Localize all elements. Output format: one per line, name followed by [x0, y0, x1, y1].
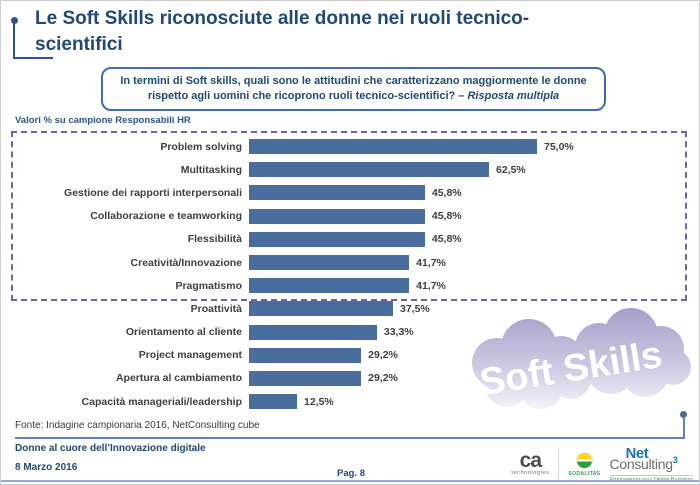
title-bullet-dot [11, 17, 18, 24]
bar-value-label: 29,2% [368, 372, 398, 385]
bar-value-label: 29,2% [368, 349, 398, 362]
footer-rule-vertical [683, 418, 685, 439]
bar [249, 139, 537, 155]
top-skills-highlight-box [11, 131, 687, 301]
bar-category-label: Apertura al cambiamento [115, 372, 242, 385]
bar-category-label: Pragmatismo [175, 279, 242, 292]
partner-logos: ca technologies SODALITAS Net Consulting… [511, 445, 693, 483]
bar-row: Proattività 37,5% [15, 297, 683, 320]
soft-skills-cloud-watermark: Soft Skills [472, 308, 691, 409]
sodalitas-logo: SODALITAS [568, 451, 601, 477]
survey-question-line2: rispetto agli uomini che ricoprono ruoli… [147, 90, 560, 102]
bar [249, 301, 393, 317]
bar-category-label: Collaborazione e teamworking [90, 210, 242, 223]
bar-track: 41,7% [249, 255, 683, 271]
netconsulting-consulting-text: Consulting [609, 456, 673, 472]
bar-row: Collaborazione e teamworking 45,8% [15, 205, 683, 228]
bar-category-label: Multitasking [180, 163, 242, 176]
bar-value-label: 37,5% [400, 302, 430, 315]
slide-bottom-rule [1, 480, 699, 482]
survey-question-line1: In termini di Soft skills, quali sono le… [120, 75, 587, 87]
bar-value-label: 41,7% [416, 256, 446, 269]
bar-track: 75,0% [249, 139, 683, 155]
footer-rule-horizontal [15, 437, 685, 439]
ca-logo-text: ca [519, 449, 542, 472]
source-note: Fonte: Indagine campionaria 2016, NetCon… [15, 420, 260, 431]
bar-value-label: 12,5% [304, 395, 334, 408]
bar [249, 255, 410, 271]
title-bracket-line-vertical [13, 22, 15, 58]
bar-category-label: Project management [138, 349, 242, 362]
sodalitas-icon [575, 451, 593, 469]
page-number: Pag. 8 [337, 468, 365, 479]
page-title: Le Soft Skills riconosciute alle donne n… [35, 6, 675, 58]
bar-track: 12,5% [249, 394, 683, 410]
page-title-line2: scientifici [35, 34, 123, 55]
ca-logo-subtext: technologies [511, 470, 550, 476]
bar [249, 162, 489, 178]
bar-row: Capacità manageriali/leadership 12,5% [15, 390, 683, 413]
bar-row: Problem solving 75,0% [15, 135, 683, 158]
bar-row: Creatività/Innovazione 41,7% [15, 251, 683, 274]
bar [249, 278, 410, 294]
title-bracket-line-horizontal [13, 57, 53, 59]
bar-track: 29,2% [249, 370, 683, 386]
sample-note: Valori % su campione Responsabili HR [15, 115, 191, 126]
bar-row: Flessibilità 45,8% [15, 228, 683, 251]
bar [249, 208, 425, 224]
event-date: 8 Marzo 2016 [15, 462, 78, 473]
bar-category-label: Orientamento al cliente [125, 326, 242, 339]
bar-track: 29,2% [249, 347, 683, 363]
bar-track: 33,3% [249, 324, 683, 340]
bar-category-label: Flessibilità [187, 233, 242, 246]
survey-question-box: In termini di Soft skills, quali sono le… [101, 67, 606, 111]
bar-value-label: 45,8% [431, 186, 462, 199]
bar-track: 45,8% [249, 185, 683, 201]
bar [249, 231, 425, 247]
bar [249, 185, 425, 201]
footer-rule-dot [680, 411, 687, 418]
bar-row: Orientamento al cliente 33,3% [15, 321, 683, 344]
cloud-shapes [472, 308, 691, 409]
netconsulting-cube-exponent: 3 [672, 455, 678, 465]
bar-value-label: 33,3% [383, 326, 414, 339]
bar-category-label: Problem solving [160, 140, 242, 153]
bar-category-label: Creatività/Innovazione [130, 256, 242, 269]
bar-category-label: Gestione dei rapporti interpersonali [64, 186, 242, 199]
bar [249, 324, 377, 340]
bar-track: 41,7% [249, 278, 683, 294]
bar-value-label: 45,8% [431, 233, 462, 246]
page-title-line1: Le Soft Skills riconosciute alle donne n… [35, 8, 530, 29]
bar-track: 45,8% [249, 208, 683, 224]
bar-row: Apertura al cambiamento 29,2% [15, 367, 683, 390]
bar-row: Multitasking 62,5% [15, 158, 683, 181]
bar [249, 394, 297, 410]
bar-row: Pragmatismo 41,7% [15, 274, 683, 297]
event-title: Donne al cuore dell’Innovazione digitale [15, 443, 206, 454]
ca-technologies-logo: ca technologies [511, 449, 550, 476]
logo-separator [558, 449, 560, 479]
bar-track: 62,5% [249, 162, 683, 178]
bar-value-label: 62,5% [496, 163, 526, 176]
sodalitas-logo-text: SODALITAS [568, 470, 601, 477]
bar-category-label: Proattività [190, 302, 242, 315]
bar-value-label: 41,7% [416, 279, 446, 292]
bar [249, 347, 362, 363]
bar [249, 370, 362, 386]
bar-row: Gestione dei rapporti interpersonali 45,8… [15, 181, 683, 204]
bar-value-label: 75,0% [544, 140, 574, 153]
bar-rows: Problem solving 75,0% Multitasking 62,5% Ges… [15, 135, 683, 413]
response-type-label: Risposta multipla [467, 90, 560, 102]
netconsulting-net-text: Net [625, 445, 649, 462]
bar-category-label: Capacità manageriali/leadership [81, 395, 242, 408]
netconsulting-logo: Net Consulting3 Empowering your Digital … [609, 445, 693, 483]
bar-track: 37,5% [249, 301, 683, 317]
bar-value-label: 45,8% [431, 210, 462, 223]
bar-track: 45,8% [249, 231, 683, 247]
bar-row: Project management 29,2% [15, 344, 683, 367]
